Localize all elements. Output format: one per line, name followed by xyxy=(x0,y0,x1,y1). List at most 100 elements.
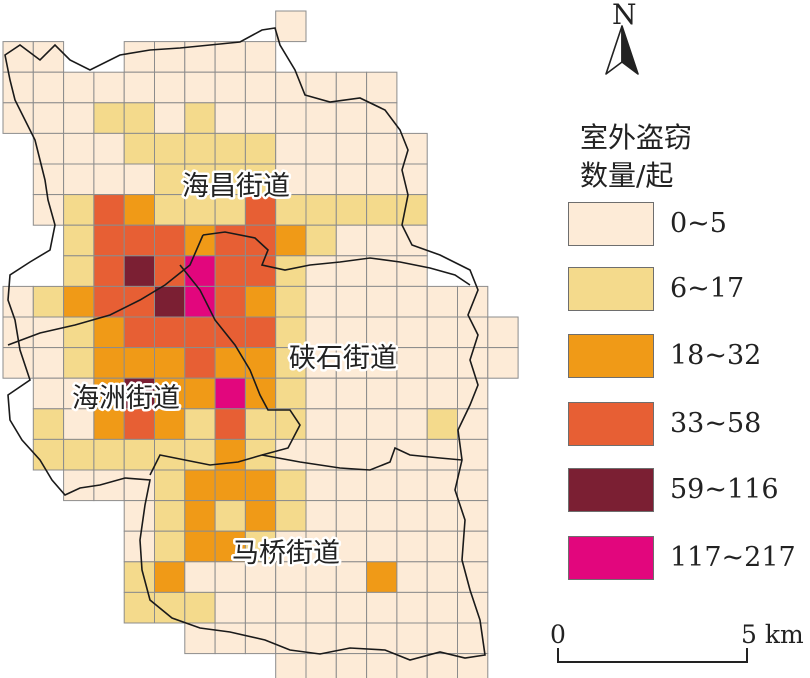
grid-cell xyxy=(396,347,428,379)
grid-cell xyxy=(275,561,307,593)
grid-cell xyxy=(244,377,277,410)
grid-cell xyxy=(366,530,398,563)
grid-cell xyxy=(305,408,337,440)
grid-cell xyxy=(63,347,95,379)
legend-item-0: 0~5 xyxy=(568,202,788,248)
grid-cell xyxy=(93,224,125,257)
grid-cell xyxy=(2,347,34,379)
grid-cell xyxy=(396,653,428,678)
grid-cell xyxy=(214,347,246,379)
grid-cell xyxy=(305,591,337,624)
grid-cell xyxy=(184,500,216,532)
grid-cell xyxy=(305,194,337,226)
grid-cell xyxy=(335,163,368,196)
grid-cell xyxy=(366,500,398,532)
legend-label: 18~32 xyxy=(670,340,762,371)
grid-cell xyxy=(275,285,307,318)
grid-cell xyxy=(214,469,246,502)
grid-cell xyxy=(244,408,277,440)
grid-cell xyxy=(244,71,277,104)
grid-cell xyxy=(305,500,337,532)
grid-cell xyxy=(335,71,368,104)
grid-cell xyxy=(275,408,307,440)
grid-cell xyxy=(305,71,337,104)
grid-cell xyxy=(154,163,186,196)
grid-cell xyxy=(244,316,277,349)
grid-cell xyxy=(426,591,459,624)
grid-cell xyxy=(335,530,368,563)
grid-cell xyxy=(275,653,307,678)
grid-cell xyxy=(63,438,95,471)
grid-cell xyxy=(366,591,398,624)
grid-cell xyxy=(123,561,155,593)
grid-cell xyxy=(123,255,155,287)
grid-cell xyxy=(305,224,337,257)
grid-cell xyxy=(244,102,277,134)
grid-cell xyxy=(305,132,337,165)
grid-cell xyxy=(214,224,246,257)
grid-cell xyxy=(214,377,246,410)
grid-cell xyxy=(154,285,186,318)
grid-cell xyxy=(335,561,368,593)
grid-cell xyxy=(335,194,368,226)
grid-cell xyxy=(184,530,216,563)
grid-cell xyxy=(335,285,368,318)
grid-cell xyxy=(63,163,95,196)
north-letter: N xyxy=(612,0,637,31)
grid-cell xyxy=(154,194,186,226)
grid-cell xyxy=(366,377,398,410)
grid-cell xyxy=(214,591,246,624)
grid-cell xyxy=(184,347,216,379)
grid-cell xyxy=(275,377,307,410)
grid-cell xyxy=(426,316,459,349)
grid-cell xyxy=(184,408,216,440)
grid-cell xyxy=(93,163,125,196)
grid-cell xyxy=(335,377,368,410)
grid-cell xyxy=(366,469,398,502)
grid-cell xyxy=(154,316,186,349)
grid-cell xyxy=(305,285,337,318)
grid-cell xyxy=(335,224,368,257)
grid-cell xyxy=(305,530,337,563)
grid-cell xyxy=(214,408,246,440)
grid-cell xyxy=(457,653,489,678)
grid-cell xyxy=(184,591,216,624)
district-labels: 海昌街道 硖石街道 海洲街道 马桥街道 xyxy=(70,169,400,572)
grid-cell xyxy=(32,102,65,134)
grid-cell xyxy=(184,163,216,196)
boundary-haichang-haizhou xyxy=(7,234,204,346)
grid-cell xyxy=(184,194,216,226)
grid-cell xyxy=(275,132,307,165)
legend-title-line1: 室外盗窃 xyxy=(580,121,693,154)
grid-cell xyxy=(244,347,277,379)
grid-cell xyxy=(63,316,95,349)
grid-cell xyxy=(426,438,459,471)
grid-cell xyxy=(335,102,368,134)
grid-cell xyxy=(123,408,155,440)
boundary-haizhou-xiashi xyxy=(149,264,301,476)
grid-cell xyxy=(335,347,368,379)
grid-cell xyxy=(426,561,459,593)
district-label-haizhou: 海洲街道 xyxy=(72,383,180,414)
legend-title-line2: 数量/起 xyxy=(580,159,674,192)
grid-cell xyxy=(184,561,216,593)
grid-cell xyxy=(275,622,307,655)
grid-cell xyxy=(123,224,155,257)
grid-cell xyxy=(396,530,428,563)
grid-cell xyxy=(366,316,398,349)
scale-end-label: 5 km xyxy=(741,620,804,649)
grid-cell xyxy=(275,469,307,502)
grid-cell xyxy=(396,285,428,318)
scale-start-label: 0 xyxy=(550,620,566,649)
grid-cell xyxy=(305,653,337,678)
grid-cell xyxy=(214,163,246,196)
grid-cell xyxy=(396,377,428,410)
legend-swatch xyxy=(568,267,654,311)
legend-swatch xyxy=(568,402,654,446)
grid-cell xyxy=(457,469,489,502)
grid-cell xyxy=(214,530,246,563)
boundary-xiashi-maqiao xyxy=(261,446,463,471)
grid-cell xyxy=(214,316,246,349)
grid-cell xyxy=(63,71,95,104)
